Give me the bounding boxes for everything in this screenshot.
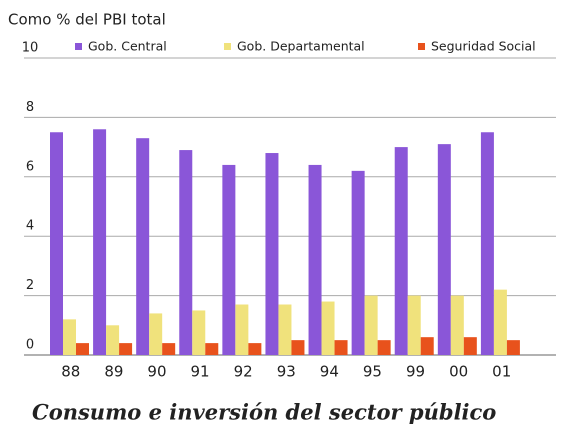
- bar: [50, 132, 63, 355]
- x-tick-label: 94: [320, 363, 339, 381]
- y-tick-label: 2: [26, 278, 34, 293]
- x-tick-label: 91: [191, 363, 210, 381]
- bar: [377, 340, 391, 355]
- y-tick-label: 6: [26, 159, 34, 174]
- bar: [493, 289, 507, 355]
- chart-title: Consumo e inversión del sector público: [32, 400, 496, 425]
- bar: [420, 337, 434, 355]
- y-tick-label: 10: [22, 41, 39, 56]
- bar: [149, 313, 163, 355]
- bar: [63, 319, 76, 355]
- bar: [93, 129, 107, 355]
- bar: [364, 295, 378, 355]
- x-tick-label: 93: [277, 363, 296, 381]
- bar: [248, 343, 262, 355]
- legend-swatch: [75, 43, 82, 50]
- bar: [463, 337, 477, 355]
- bar: [480, 132, 494, 355]
- x-tick-label: 01: [492, 363, 511, 381]
- x-tick-label: 92: [234, 363, 253, 381]
- bar: [222, 164, 236, 355]
- bar: [136, 138, 150, 355]
- y-tick-label: 4: [26, 219, 34, 234]
- x-tick-label: 89: [104, 363, 123, 381]
- bar: [450, 295, 464, 355]
- x-tick-label: 00: [449, 363, 468, 381]
- bar: [205, 343, 219, 355]
- legend-swatch: [224, 43, 231, 50]
- bar: [308, 164, 322, 355]
- bar: [291, 340, 305, 355]
- bar: [506, 340, 520, 355]
- bar: [119, 343, 133, 355]
- y-tick-label: 8: [26, 100, 34, 115]
- bar: [394, 147, 408, 355]
- bar: [437, 144, 451, 355]
- bar: [192, 310, 206, 355]
- bar: [265, 153, 279, 355]
- bar: [76, 343, 89, 355]
- bar: [407, 295, 421, 355]
- bar: [235, 304, 249, 355]
- x-tick-label: 99: [406, 363, 425, 381]
- x-tick-label: 88: [61, 363, 80, 381]
- bar: [351, 170, 365, 355]
- x-tick-label: 90: [147, 363, 166, 381]
- legend-swatch: [418, 43, 425, 50]
- bar: [179, 150, 193, 355]
- y-tick-label: 0: [26, 338, 34, 353]
- x-tick-label: 95: [363, 363, 382, 381]
- bar: [278, 304, 292, 355]
- legend-label: Seguridad Social: [431, 39, 536, 54]
- bar: [321, 301, 335, 355]
- bar: [334, 340, 348, 355]
- bar: [106, 325, 120, 355]
- bar: [162, 343, 176, 355]
- legend-label: Gob. Central: [88, 39, 167, 54]
- y-axis-label: Como % del PBI total: [8, 11, 166, 29]
- legend-label: Gob. Departamental: [237, 39, 365, 54]
